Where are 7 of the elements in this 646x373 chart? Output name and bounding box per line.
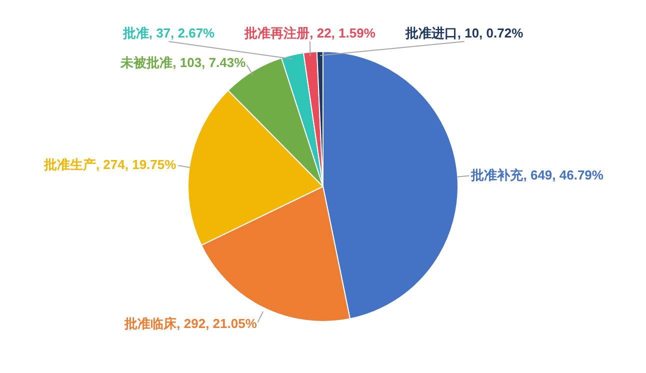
- slice-label: 未被批准, 103, 7.43%: [120, 55, 246, 70]
- slice-label: 批准进口, 10, 0.72%: [404, 26, 524, 40]
- slice-label: 批准临床, 292, 21.05%: [124, 316, 258, 332]
- slice-label: 批准再注册, 22, 1.59%: [244, 26, 376, 40]
- slice-label: 批准补充, 649, 46.79%: [470, 168, 604, 183]
- slice-label: 批准生产, 274, 19.75%: [42, 157, 177, 172]
- slice-label: 批准, 37, 2.67%: [122, 26, 216, 40]
